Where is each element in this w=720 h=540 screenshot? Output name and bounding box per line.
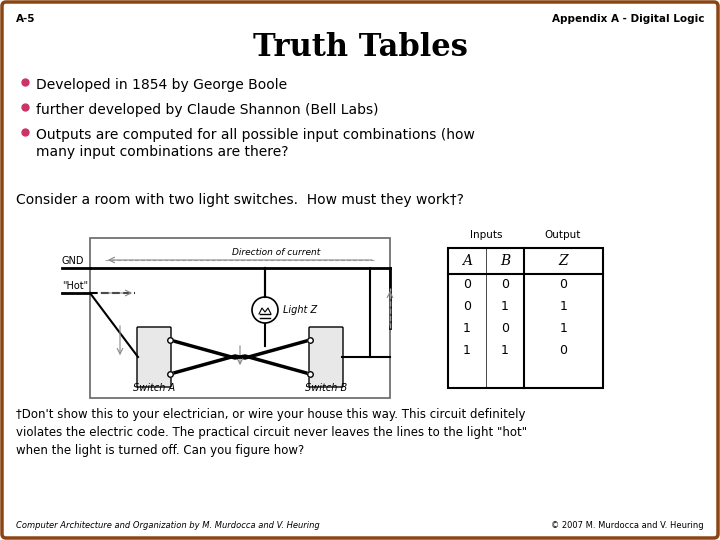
Text: B: B: [500, 254, 510, 268]
Text: Appendix A - Digital Logic: Appendix A - Digital Logic: [552, 14, 704, 24]
Text: 0: 0: [501, 279, 509, 292]
Text: 1: 1: [559, 322, 567, 335]
Text: "Hot": "Hot": [62, 281, 88, 291]
Text: Output: Output: [545, 230, 581, 240]
Text: further developed by Claude Shannon (Bell Labs): further developed by Claude Shannon (Bel…: [36, 103, 379, 117]
Text: †Don't show this to your electrician, or wire your house this way. This circuit : †Don't show this to your electrician, or…: [16, 408, 527, 457]
Text: A-5: A-5: [16, 14, 35, 24]
Text: 1: 1: [463, 322, 471, 335]
Text: Z: Z: [559, 254, 568, 268]
Text: 0: 0: [463, 279, 471, 292]
Text: Outputs are computed for all possible input combinations (how
many input combina: Outputs are computed for all possible in…: [36, 128, 475, 159]
Text: Consider a room with two light switches.  How must they work†?: Consider a room with two light switches.…: [16, 193, 464, 207]
Text: Computer Architecture and Organization by M. Murdocca and V. Heuring: Computer Architecture and Organization b…: [16, 521, 320, 530]
Text: Switch B: Switch B: [305, 383, 347, 393]
Text: 1: 1: [501, 345, 509, 357]
Text: 0: 0: [463, 300, 471, 314]
Text: © 2007 M. Murdocca and V. Heuring: © 2007 M. Murdocca and V. Heuring: [552, 521, 704, 530]
Text: GND: GND: [62, 256, 84, 266]
Text: Developed in 1854 by George Boole: Developed in 1854 by George Boole: [36, 78, 287, 92]
Text: Truth Tables: Truth Tables: [253, 32, 467, 64]
Text: Direction of current: Direction of current: [232, 248, 320, 257]
Text: 0: 0: [501, 322, 509, 335]
Circle shape: [252, 297, 278, 323]
Text: 0: 0: [559, 345, 567, 357]
FancyBboxPatch shape: [309, 327, 343, 387]
Text: Switch A: Switch A: [133, 383, 175, 393]
Text: A: A: [462, 254, 472, 268]
FancyBboxPatch shape: [137, 327, 171, 387]
Text: 1: 1: [559, 300, 567, 314]
Text: 0: 0: [559, 279, 567, 292]
Bar: [90, 238, 390, 398]
Text: Light Z: Light Z: [283, 305, 317, 315]
Text: Inputs: Inputs: [469, 230, 503, 240]
Bar: [448, 248, 603, 388]
Text: 1: 1: [501, 300, 509, 314]
Text: 1: 1: [463, 345, 471, 357]
